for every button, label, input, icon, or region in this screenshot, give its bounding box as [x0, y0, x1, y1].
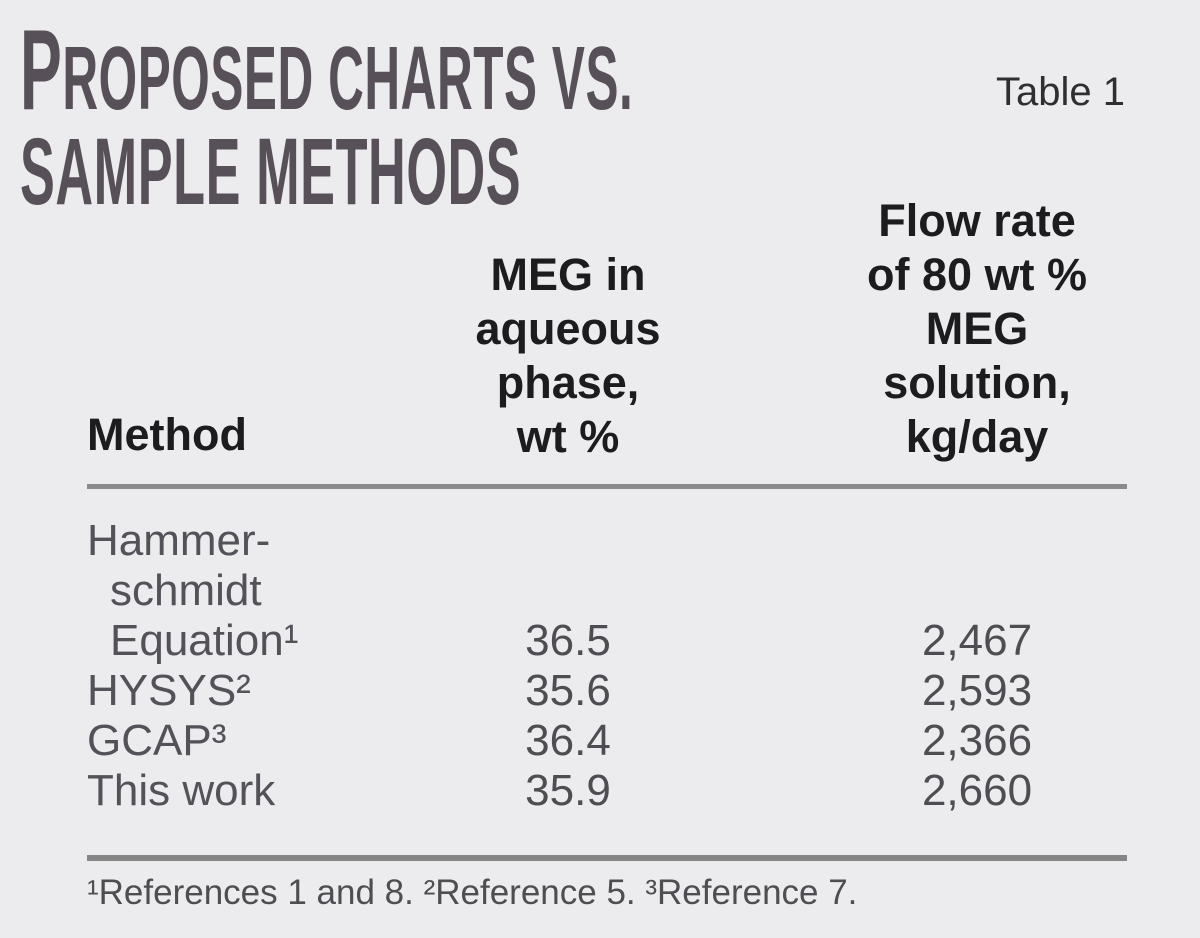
meg-value: 35.6 [525, 666, 611, 715]
table-number-label: Table 1 [996, 70, 1125, 114]
column-header-flow-line: solution, [883, 357, 1071, 408]
meg-value: 35.9 [525, 766, 611, 815]
references-footnote: ¹References 1 and 8. ²Reference 5. ³Refe… [87, 873, 858, 912]
method-cell-line: HYSYS² [87, 666, 251, 715]
figure-title-line-2: SAMPLE METHODS [20, 119, 522, 225]
flow-rate-value: 2,467 [921, 616, 1033, 665]
column-header-flow-rate: Flow rate of 80 wt % MEG solution, kg/da… [827, 194, 1127, 464]
figure-title: PROPOSED CHARTS VS. SAMPLE METHODS [20, 14, 1135, 225]
column-header-meg-line: wt % [516, 411, 620, 462]
flow-rate-value: 2,593 [921, 666, 1033, 715]
column-header-flow-line: MEG [925, 303, 1029, 354]
meg-value: 36.4 [525, 716, 611, 765]
column-header-method: Method [87, 409, 247, 460]
method-cell-line: This work [87, 766, 276, 815]
column-header-flow-line: of 80 wt % [866, 249, 1088, 300]
column-header-flow-line: Flow rate [878, 195, 1076, 246]
column-header-meg-line: MEG in [490, 249, 646, 300]
method-cell-line: GCAP³ [87, 716, 227, 765]
method-cell-line: Equation¹ [110, 616, 299, 665]
title-drop-initial: P [20, 7, 63, 134]
method-cell-line: Hammer- [87, 516, 271, 565]
title-line-1-rest: ROPOSED CHARTS VS. [62, 29, 634, 129]
table-bottom-rule [87, 855, 1127, 861]
meg-value-column: 36.5 35.6 36.4 35.9 [408, 616, 728, 816]
column-header-meg: MEG in aqueous phase, wt % [408, 248, 728, 464]
flow-rate-value: 2,366 [921, 716, 1033, 765]
column-header-meg-line: aqueous [475, 303, 661, 354]
column-header-meg-line: phase, [496, 357, 640, 408]
method-cell-line: schmidt [110, 566, 262, 615]
column-header-flow-line: kg/day [905, 411, 1049, 462]
method-column: Hammer- schmidt Equation¹ HYSYS² GCAP³ T… [87, 516, 298, 816]
meg-value: 36.5 [525, 616, 611, 665]
figure-title-line-1: PROPOSED CHARTS VS. [20, 14, 634, 132]
table-top-rule [87, 484, 1127, 489]
flow-rate-value-column: 2,467 2,593 2,366 2,660 [827, 616, 1127, 816]
flow-rate-value: 2,660 [921, 766, 1033, 815]
